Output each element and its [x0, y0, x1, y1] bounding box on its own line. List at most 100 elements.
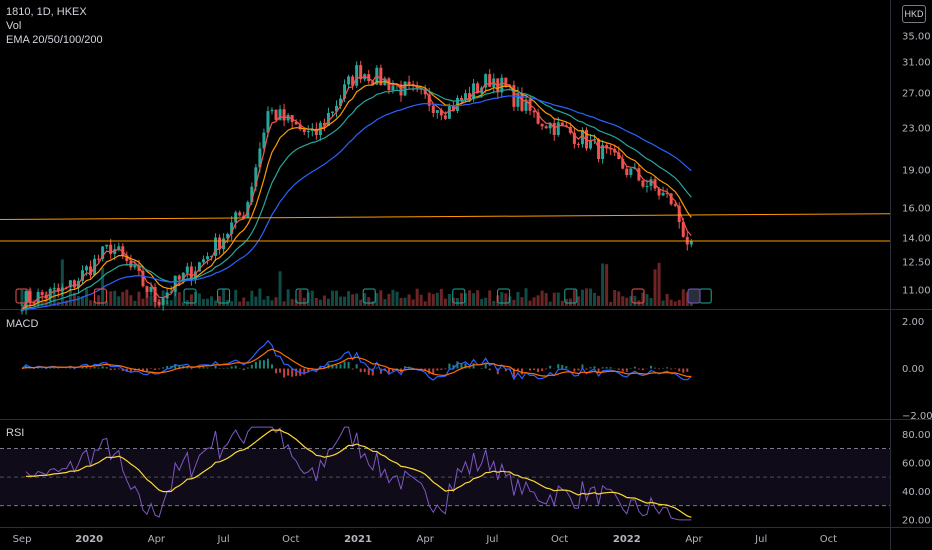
volume-bar: [427, 292, 431, 306]
candle-body: [101, 246, 105, 259]
candle-body: [113, 249, 117, 254]
candle-body: [689, 241, 693, 245]
candle-body: [173, 275, 177, 292]
candle-body: [339, 98, 343, 106]
candle-body: [121, 246, 125, 256]
candle-body: [468, 93, 472, 100]
candle-body: [649, 179, 653, 186]
macd-histogram-bar: [573, 368, 576, 372]
time-tick-label: Oct: [282, 534, 299, 545]
macd-histogram-bar: [279, 368, 282, 373]
candle-body: [524, 99, 528, 111]
candle-body: [399, 84, 403, 96]
chart-legend: 1810, 1D, HKEX Vol EMA 20/50/100/200: [6, 5, 103, 47]
macd-histogram-bar: [141, 368, 144, 372]
macd-histogram-bar: [557, 364, 560, 369]
candle-body: [548, 122, 552, 129]
candle-body: [214, 237, 218, 256]
macd-histogram-bar: [363, 368, 366, 373]
earnings-marker-icon: [497, 288, 511, 304]
time-tick-label: Oct: [551, 534, 568, 545]
candle-body: [238, 212, 242, 216]
candle-body: [552, 122, 556, 135]
candle-body: [484, 74, 488, 88]
macd-histogram-bar: [295, 368, 298, 377]
macd-histogram-bar: [545, 368, 548, 370]
volume-bar: [387, 293, 391, 306]
candle-body: [334, 105, 338, 112]
volume-bar: [544, 293, 548, 306]
macd-histogram-bar: [520, 368, 523, 375]
macd-histogram-bar: [375, 367, 378, 369]
volume-bar: [28, 288, 32, 306]
candle-body: [464, 93, 468, 100]
candle-body: [177, 275, 181, 280]
macd-histogram-bar: [101, 366, 104, 369]
macd-histogram-bar: [198, 367, 201, 369]
volume-bar: [512, 299, 516, 306]
volume-bar: [145, 290, 149, 306]
earnings-marker-icon: [362, 288, 376, 304]
time-tick-label: Jul: [485, 534, 498, 545]
candle-body: [234, 212, 238, 223]
volume-bar: [641, 292, 645, 306]
macd-histogram-bar: [387, 368, 390, 375]
macd-pane-title: MACD: [6, 318, 39, 330]
macd-histogram-bar: [678, 368, 681, 372]
volume-bar: [105, 300, 109, 306]
volume-bar: [476, 290, 480, 306]
volume-bar: [677, 299, 681, 306]
currency-badge[interactable]: HKD: [902, 5, 926, 23]
candle-body: [584, 129, 588, 149]
volume-bar: [556, 292, 560, 306]
volume-bar: [165, 300, 169, 306]
macd-histogram-bar: [533, 368, 536, 370]
volume-bar: [584, 288, 588, 306]
volume-bar: [661, 300, 665, 306]
rsi-tick-label: 20.00: [902, 515, 931, 526]
rsi-tick-label: 40.00: [902, 487, 931, 498]
candle-body: [447, 106, 451, 119]
macd-histogram-bar: [605, 367, 608, 369]
volume-bar: [540, 290, 544, 306]
candle-body: [242, 215, 246, 218]
candle-body: [459, 97, 463, 100]
volume-bar: [564, 298, 568, 306]
volume-bar: [601, 263, 605, 306]
volume-bar: [76, 296, 80, 306]
macd-histogram-bar: [109, 368, 112, 371]
macd-histogram-bar: [113, 368, 116, 370]
macd-histogram-bar: [347, 361, 350, 369]
symbol-line: 1810, 1D, HKEX: [6, 6, 87, 18]
candle-body: [439, 110, 443, 116]
macd-histogram-bar: [682, 368, 685, 373]
macd-histogram-bar: [154, 368, 157, 370]
macd-histogram-bar: [391, 368, 394, 372]
volume-bar: [20, 289, 24, 306]
price-tick-label: 23.00: [902, 124, 931, 135]
candle-body: [347, 76, 351, 85]
macd-histogram-bar: [129, 368, 132, 372]
time-tick-label: 2021: [344, 534, 372, 545]
candle-body: [657, 188, 661, 196]
volume-bar: [347, 291, 351, 306]
candle-body: [560, 122, 564, 126]
volume-bar: [173, 289, 177, 306]
candle-body: [637, 168, 641, 181]
macd-histogram-bar: [468, 367, 471, 369]
macd-histogram-bar: [537, 368, 540, 373]
volume-bar: [290, 299, 294, 306]
macd-histogram-bar: [85, 366, 88, 369]
volume-bar: [645, 294, 649, 306]
candle-body: [625, 168, 629, 176]
macd-histogram-bar: [331, 364, 334, 369]
volume-bar: [80, 296, 84, 306]
volume-bar: [318, 299, 322, 306]
macd-histogram-bar: [359, 368, 362, 373]
candle-body: [68, 280, 72, 288]
candle-body: [250, 186, 254, 202]
candle-body: [97, 258, 101, 260]
candle-body: [544, 126, 548, 129]
macd-histogram-bar: [343, 361, 346, 369]
